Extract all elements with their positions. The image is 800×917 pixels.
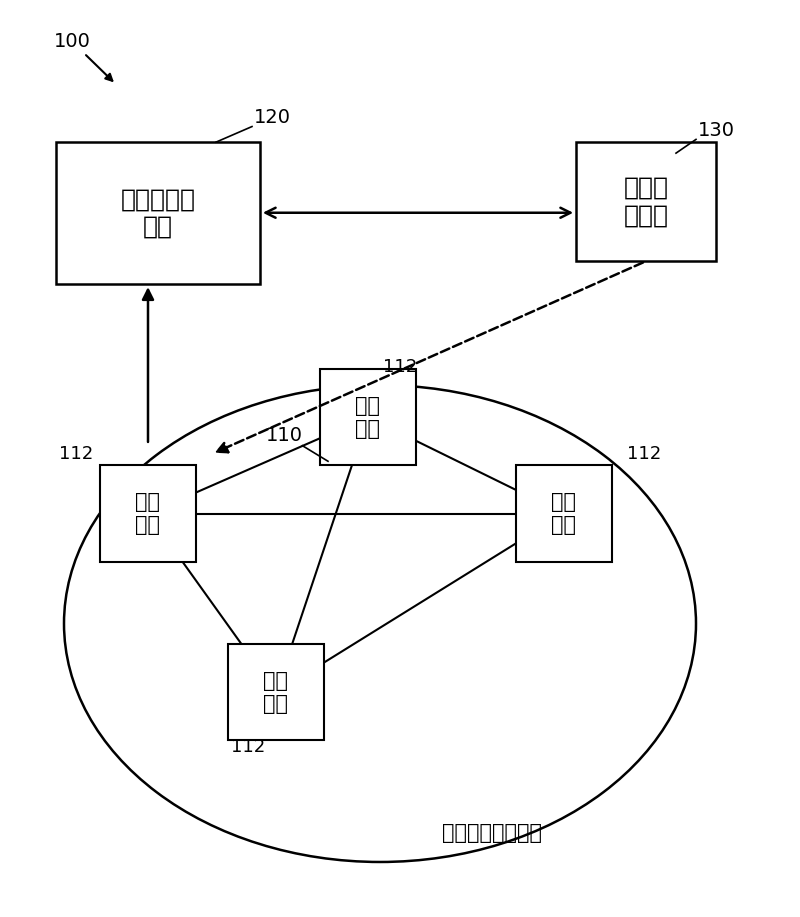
Text: 112: 112 bbox=[59, 445, 93, 463]
Text: 112: 112 bbox=[231, 738, 265, 757]
Text: 130: 130 bbox=[698, 121, 734, 139]
Text: 网络
元件: 网络 元件 bbox=[551, 492, 577, 536]
Bar bbox=[320, 369, 416, 465]
Text: 110: 110 bbox=[266, 426, 302, 445]
Text: 100: 100 bbox=[54, 32, 90, 50]
Text: 路径计
算元件: 路径计 算元件 bbox=[623, 176, 669, 227]
Bar bbox=[516, 465, 612, 561]
Text: 112: 112 bbox=[627, 445, 661, 463]
Bar bbox=[576, 142, 716, 261]
Text: 网络
元件: 网络 元件 bbox=[135, 492, 161, 536]
Text: 120: 120 bbox=[254, 108, 290, 127]
Text: 波长交换光学网络: 波长交换光学网络 bbox=[442, 823, 542, 843]
Text: 112: 112 bbox=[383, 358, 417, 376]
Bar bbox=[56, 142, 260, 284]
Text: 网络
元件: 网络 元件 bbox=[355, 395, 381, 439]
Text: 控制平面控
制器: 控制平面控 制器 bbox=[121, 187, 195, 239]
Text: 网络
元件: 网络 元件 bbox=[263, 670, 289, 714]
Bar bbox=[100, 465, 196, 561]
Bar bbox=[228, 644, 324, 741]
